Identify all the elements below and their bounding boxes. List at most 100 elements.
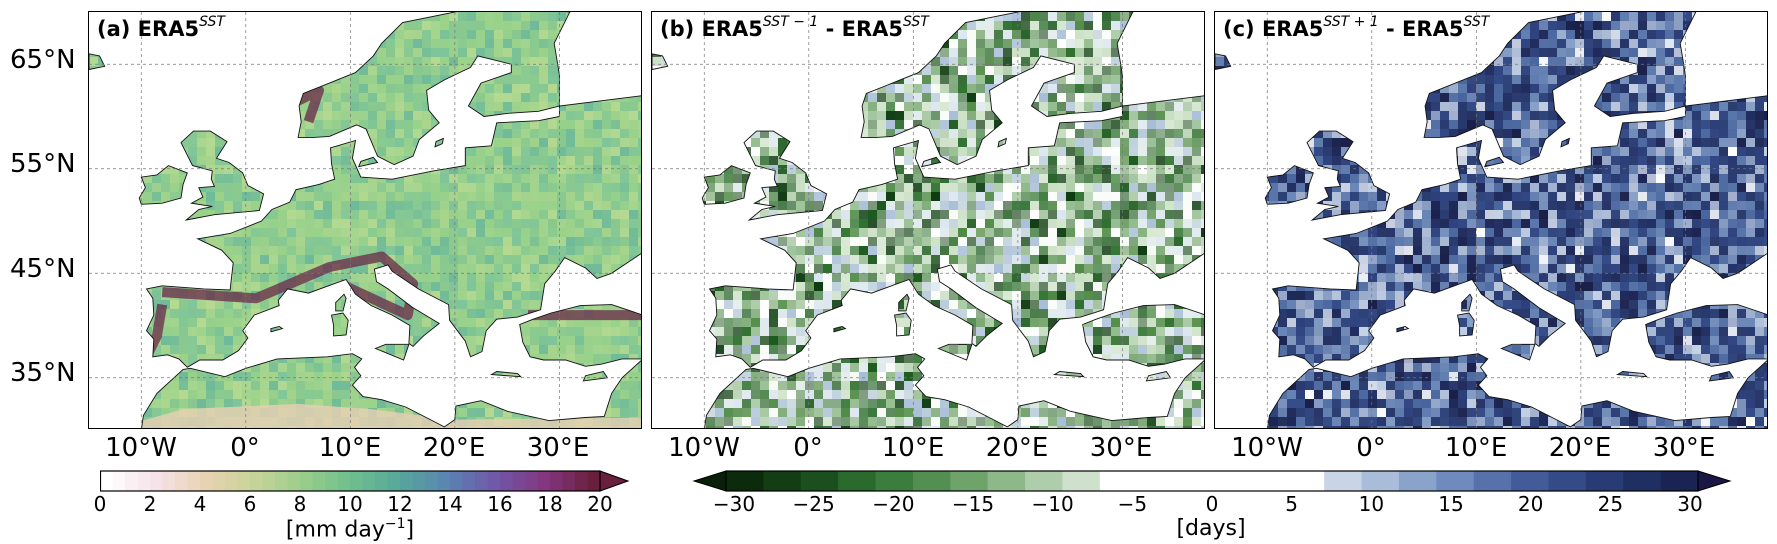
coastline [330, 312, 349, 337]
coastline [1483, 156, 1505, 168]
lon-label-a-10e: 10°E [318, 433, 382, 463]
colorbar-days [692, 470, 1732, 492]
colorbar-days-tick-label: −15 [951, 492, 995, 516]
coastline [701, 165, 751, 205]
lat-label-35n: 35°N [10, 358, 76, 388]
coastline [1645, 304, 1767, 367]
coastline [1306, 130, 1391, 221]
colorbar-precip-bin [450, 471, 464, 491]
colorbar-days-bin [1137, 471, 1176, 491]
colorbar-days-bin [1062, 471, 1101, 491]
coastline [708, 95, 1204, 368]
map-b-svg [652, 12, 1204, 428]
coastline [1267, 353, 1767, 428]
coastline [1461, 293, 1473, 312]
colorbar-days-bin [950, 471, 989, 491]
coastline [743, 130, 828, 221]
colorbar-precip-bin [287, 471, 301, 491]
lon-label-c-10e: 10°E [1444, 433, 1508, 463]
colorbar-precip-bin [250, 471, 264, 491]
gridlines-c [1215, 12, 1767, 428]
colorbar-days-bin [1324, 471, 1363, 491]
panel-a-map: (a) ERA5SST [88, 11, 642, 429]
coastline [489, 371, 522, 378]
colorbar-precip-bin [125, 471, 139, 491]
coastline [1264, 165, 1314, 205]
map-a-svg [89, 12, 641, 428]
coastline [860, 12, 1134, 166]
colorbar-days-bin [726, 471, 764, 491]
colorbar-precip-tick-label: 12 [387, 492, 413, 516]
lon-label-a-30e: 30°E [526, 433, 590, 463]
lon-label-a-20e: 20°E [422, 433, 486, 463]
colorbar-precip-bin [425, 471, 439, 491]
colorbar-days-tick-label: −10 [1031, 492, 1074, 516]
panel-b-map: (b) ERA5SST − 1 - ERA5SST [651, 11, 1205, 429]
colorbar-precip-bin [337, 471, 351, 491]
colorbar-precip-bin [112, 471, 126, 491]
colorbar-precip-tick-label: 2 [143, 492, 157, 516]
coastline [582, 370, 609, 382]
colorbar-days-tick-label: −5 [1117, 492, 1148, 516]
colorbar-days-bin [1660, 471, 1699, 491]
colorbar-precip-tick-label: 8 [293, 492, 307, 516]
colorbar-precip-bin [400, 471, 414, 491]
colorbar-days-bin [987, 471, 1026, 491]
colorbar-precip-bin [537, 471, 551, 491]
colorbar-precip-bin [375, 471, 389, 491]
colorbar-days-tick-label: −30 [712, 492, 756, 516]
coastline [89, 53, 106, 70]
colorbar-precip-bin [412, 471, 426, 491]
coastline [1615, 371, 1648, 378]
colorbar-precip-tick-label: 18 [537, 492, 563, 516]
coastline [1215, 53, 1232, 70]
colorbar-precip-bin [525, 471, 539, 491]
panel-b-title: (b) ERA5SST − 1 - ERA5SST [660, 14, 929, 41]
colorbar-days-tick-label: 30 [1677, 492, 1703, 516]
colorbar-precip-bin [225, 471, 239, 491]
gridlines-a [89, 12, 641, 428]
coastline [180, 130, 265, 221]
coastline [898, 293, 910, 312]
coastline [519, 304, 641, 367]
lat-label-65n: 65°N [10, 45, 76, 75]
colorbar-precip-unit: [mm day−1] [285, 516, 415, 543]
colorbar-precip-bin [150, 471, 164, 491]
coastline [138, 165, 188, 205]
colorbar-days-tick-label: 20 [1517, 492, 1544, 516]
colorbar-precip-bin [512, 471, 526, 491]
coastline [893, 312, 912, 337]
colorbar-precip [100, 470, 630, 492]
colorbar-precip-bin [175, 471, 189, 491]
colorbar-days-bin [1585, 471, 1624, 491]
colorbar-precip-tick-label: 10 [337, 492, 363, 516]
colorbar-days-tick-label: 15 [1438, 492, 1464, 516]
coastline [357, 156, 379, 168]
coastline [1145, 370, 1172, 382]
colorbar-days-bin [1025, 471, 1064, 491]
gridlines-b [652, 12, 1204, 428]
colorbar-days-bin [838, 471, 877, 491]
colorbar-days-tick-label: 5 [1285, 492, 1299, 516]
colorbar-days-extend-max [1697, 470, 1732, 492]
colorbar-days-bin [1511, 471, 1550, 491]
colorbar-days-unit: [days] [1176, 516, 1246, 541]
colorbar-precip-extend-max [599, 470, 630, 492]
colorbar-precip-tick-label: 6 [243, 492, 257, 516]
colorbar-precip-bins [100, 470, 630, 492]
colorbar-days-tick-label: 25 [1597, 492, 1624, 516]
colorbar-precip-bin [562, 471, 576, 491]
colorbar-precip-tick-label: 14 [437, 492, 463, 516]
colorbar-precip-bin [100, 471, 114, 491]
colorbar-precip-bin [262, 471, 276, 491]
colorbar-precip-bin [475, 471, 489, 491]
colorbar-precip-bin [462, 471, 476, 491]
colorbar-days-tick-label: −20 [872, 492, 915, 516]
coastline [1500, 343, 1536, 361]
colorbar-days-extend-min [692, 470, 727, 492]
colorbar-days-bin [1436, 471, 1475, 491]
colorbar-precip-bin [187, 471, 201, 491]
colorbar-precip-bin [587, 471, 601, 491]
colorbar-days-bin [1623, 471, 1662, 491]
colorbar-days-tick-label: 10 [1358, 492, 1385, 516]
